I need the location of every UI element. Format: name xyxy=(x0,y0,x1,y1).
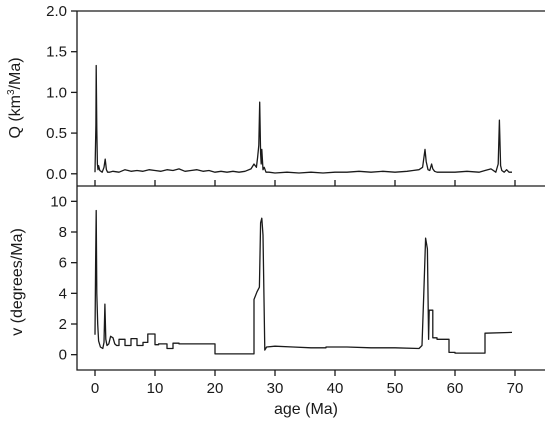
top-y-tick-label: 1.5 xyxy=(46,44,67,61)
bottom-y-tick-label: 6 xyxy=(59,255,67,272)
bottom-x-tick-label: 50 xyxy=(387,380,404,397)
bottom-y-axis-label: v (degrees/Ma) xyxy=(9,228,26,336)
top-y-tick-label: 1.0 xyxy=(46,84,67,101)
top-panel-frame xyxy=(76,10,545,186)
bottom-x-tick-label: 70 xyxy=(507,380,524,397)
bottom-x-tick-label: 60 xyxy=(447,380,464,397)
bottom-y-tick-label: 0 xyxy=(59,347,67,364)
bottom-y-tick-label: 2 xyxy=(59,316,67,333)
top-y-axis-label-tail: /Ma) xyxy=(7,57,24,89)
v-series-line xyxy=(94,209,513,355)
top-y-axis-label: Q (km3/Ma) xyxy=(6,57,24,138)
bottom-x-tick-label: 20 xyxy=(207,380,224,397)
bottom-x-tick-label: 10 xyxy=(147,380,164,397)
top-y-ticks: 0.0 0.5 1.0 1.5 2.0 xyxy=(46,3,77,183)
bottom-x-tick-label: 0 xyxy=(91,380,99,397)
top-panel: 0.0 0.5 1.0 1.5 2.0 Q (km3/Ma) xyxy=(6,3,545,186)
bottom-x-ticks: 0 10 20 30 40 50 60 70 xyxy=(91,370,524,397)
bottom-x-tick-label: 40 xyxy=(327,380,344,397)
top-y-axis-label-sup: 3 xyxy=(6,89,17,95)
x-axis-label: age (Ma) xyxy=(274,401,338,418)
top-y-axis-label-base: Q (km xyxy=(7,95,24,139)
bottom-panel-frame xyxy=(76,186,545,371)
bottom-y-tick-label: 8 xyxy=(59,224,67,241)
top-y-tick-label: 0.0 xyxy=(46,166,67,183)
q-series-line xyxy=(94,64,512,174)
top-y-tick-label: 0.5 xyxy=(46,125,67,142)
bottom-x-tick-label: 30 xyxy=(267,380,284,397)
bottom-y-ticks: 0 2 4 6 8 10 xyxy=(50,193,77,364)
top-y-tick-label: 2.0 xyxy=(46,3,67,20)
bottom-panel: 0 2 4 6 8 10 0 10 20 30 40 50 60 70 v (degrees/Ma) a… xyxy=(9,186,545,418)
top-x-ticks xyxy=(94,180,516,186)
bottom-y-tick-label: 4 xyxy=(59,285,67,302)
bottom-y-tick-label: 10 xyxy=(50,193,67,210)
